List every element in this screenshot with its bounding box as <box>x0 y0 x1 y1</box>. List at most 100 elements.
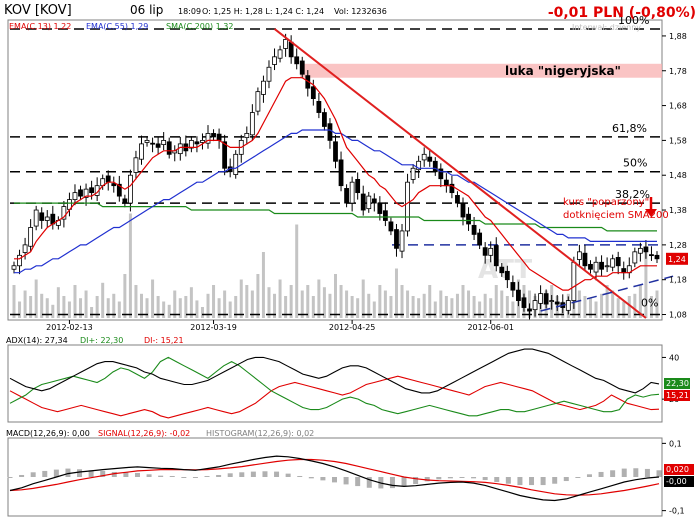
macd-histogram-bar <box>7 477 13 478</box>
candle-body <box>443 179 449 187</box>
price-axis-label: 1,88 <box>669 32 687 41</box>
volume-bar <box>56 287 60 318</box>
volume-bar <box>450 298 454 318</box>
volume-bar <box>422 293 426 318</box>
candle-body <box>78 189 83 197</box>
macd-histogram-bar <box>343 477 349 485</box>
volume-bar <box>84 290 88 318</box>
price-axis-label: 1,58 <box>669 136 687 145</box>
macd-histogram-bar <box>134 472 140 477</box>
volume-bar <box>350 296 354 318</box>
candle-body <box>44 216 50 221</box>
volume-bar <box>101 282 105 318</box>
gap-zone-band <box>300 63 662 78</box>
candle-body <box>61 206 67 220</box>
candle-body <box>610 258 616 268</box>
volume-bar <box>261 252 265 318</box>
candle-body <box>233 153 239 175</box>
date-axis-label: 2012-04-25 <box>329 323 376 332</box>
macd-histogram-bar <box>285 473 291 477</box>
volume-bar <box>311 296 315 318</box>
downtrend-line <box>273 28 647 319</box>
macd-histogram-bar <box>552 477 558 484</box>
candle-body <box>150 142 155 145</box>
macd-histogram-bar <box>30 472 36 477</box>
volume-bar <box>79 298 83 318</box>
candle-body <box>549 300 555 302</box>
volume-bar <box>372 301 376 318</box>
note-text-line2: dotknięciem SMA200 <box>563 210 669 221</box>
candle-body <box>155 143 161 148</box>
quote-date: 06 lip <box>130 3 163 17</box>
volume-bar <box>62 296 66 318</box>
macd-histogram-bar <box>633 468 639 477</box>
legend-ema13: EMA(C,13) 1,22 <box>9 22 71 31</box>
macd-histogram-bar <box>65 468 71 477</box>
volume-bar <box>417 298 421 318</box>
ticker-title: KOV [KOV] <box>4 3 72 18</box>
volume-bar <box>411 296 415 318</box>
volume-bar <box>494 285 498 318</box>
volume-bar <box>433 301 437 318</box>
volume-bar <box>317 279 321 318</box>
volume-bar <box>95 296 99 318</box>
candle-body <box>266 66 272 82</box>
candle-body <box>133 157 139 173</box>
macd-histogram-bar <box>644 468 650 477</box>
volume-bar <box>112 293 116 318</box>
volume-bar <box>505 296 509 318</box>
volume-bar <box>90 307 94 318</box>
volume-bar <box>51 304 55 318</box>
candle-body <box>22 244 28 253</box>
volume-bar <box>600 293 604 318</box>
volume-bar <box>29 296 33 318</box>
di-minus-line <box>9 375 660 419</box>
macd-layer: 0,1 -0,1 0,020 -0,00 <box>7 439 694 516</box>
volume-bar <box>40 293 44 318</box>
histogram-value-box <box>664 464 694 475</box>
volume-bar <box>455 293 459 318</box>
volume-bar <box>300 290 304 318</box>
volume-bar <box>638 285 642 318</box>
candle-body <box>255 91 261 112</box>
candle-body <box>382 210 388 221</box>
candle-body <box>504 270 510 281</box>
macd-histogram-bar <box>621 468 627 477</box>
macd-histogram-bar <box>575 477 581 478</box>
candle-body <box>244 133 250 139</box>
volume-bar <box>45 298 49 318</box>
candle-body <box>299 60 305 75</box>
volume-bar <box>644 246 648 318</box>
macd-histogram-bar <box>424 477 430 482</box>
volume-bar <box>12 285 16 318</box>
volume-bar <box>239 279 243 318</box>
macd-histogram-bar <box>366 477 372 488</box>
macd-histogram-bar <box>192 477 198 478</box>
candle-body <box>493 245 499 267</box>
volume-bar <box>273 293 277 318</box>
volume-bar <box>383 290 387 318</box>
volume-bar <box>627 296 631 318</box>
price-axis-label: 1,18 <box>669 276 687 285</box>
legend-histogram: HISTOGRAM(12,26,9): 0,02 <box>206 429 314 438</box>
macd-histogram-bar <box>181 477 187 478</box>
candle-body <box>338 159 344 187</box>
candle-body <box>649 254 654 257</box>
candle-body <box>349 181 355 204</box>
quote-volume: Vol: 1232636 <box>334 7 387 16</box>
candle-body <box>344 188 349 204</box>
macd-histogram-bar <box>77 469 83 477</box>
candle-body <box>455 195 460 204</box>
candle-body <box>516 289 521 301</box>
candle-body <box>188 139 194 149</box>
volume-bar <box>616 298 620 318</box>
candle-body <box>654 254 660 260</box>
fib-level-label: 0% <box>641 297 658 310</box>
fib-level-label: 100% <box>618 14 649 27</box>
candle-body <box>216 133 222 141</box>
volume-bar <box>583 296 587 318</box>
macd-histogram-bar <box>540 477 546 486</box>
volume-bar <box>400 285 404 318</box>
candle-body <box>139 143 144 160</box>
